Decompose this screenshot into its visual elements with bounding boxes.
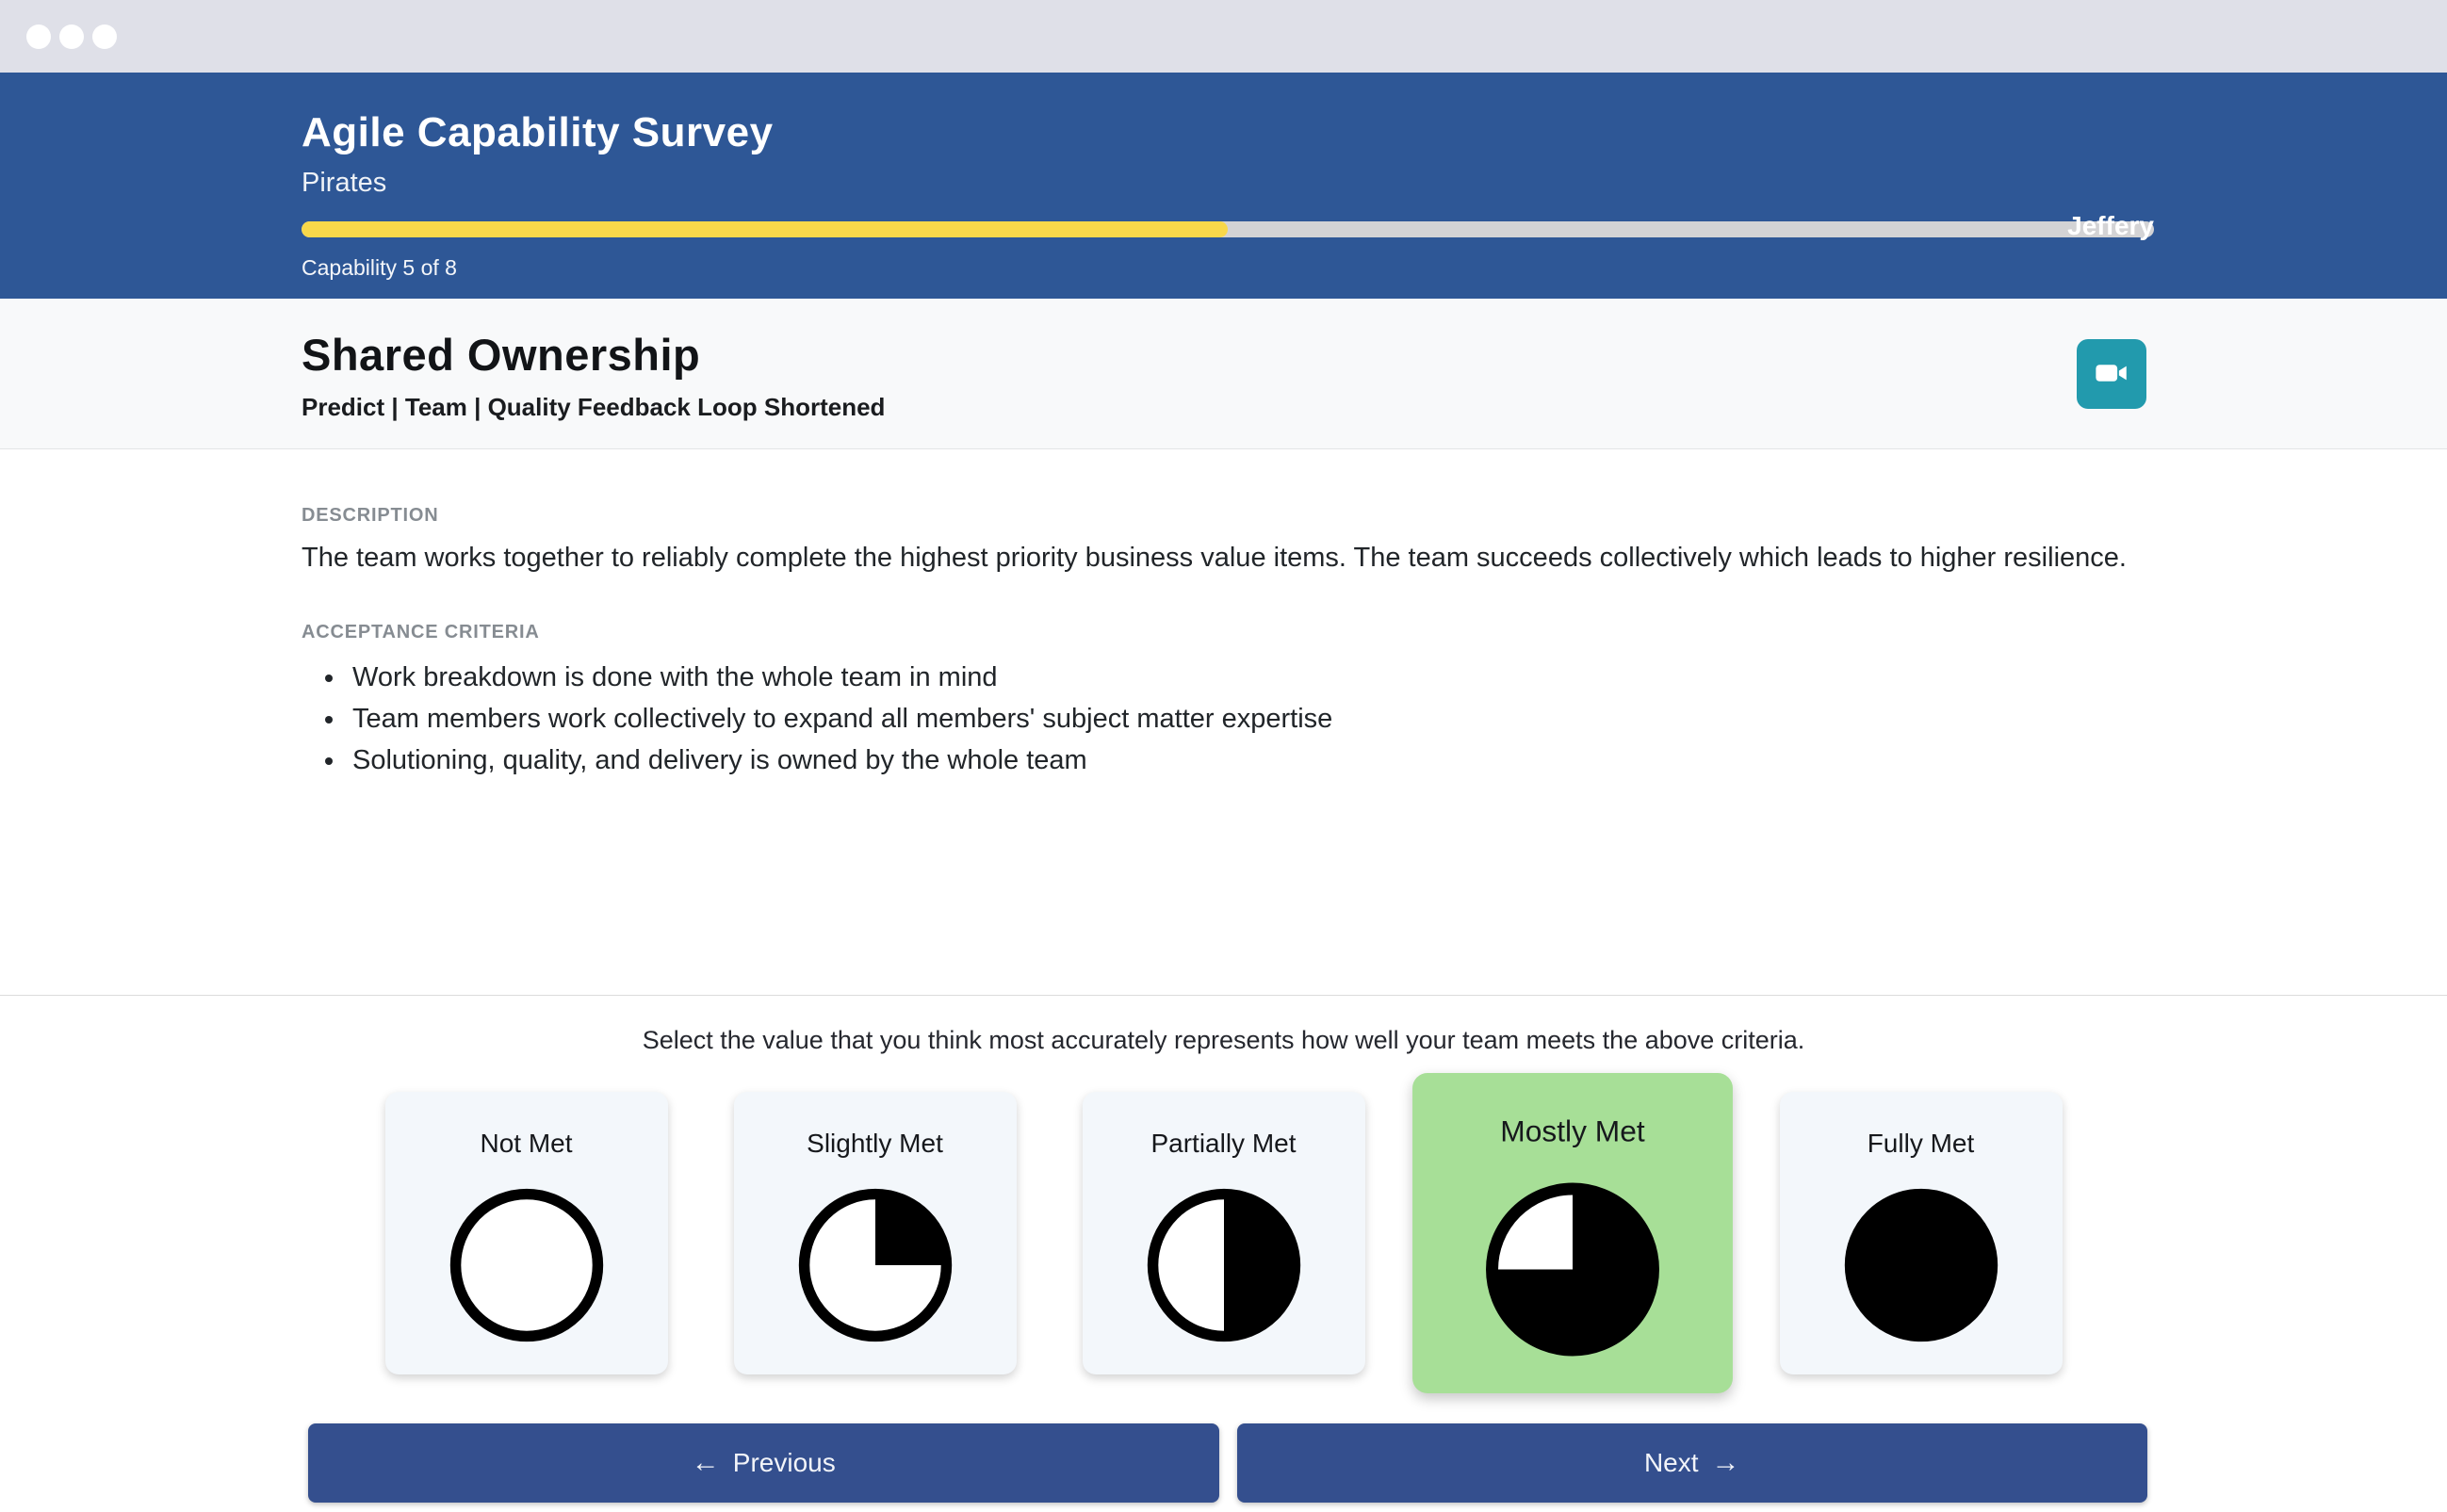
option-label: Partially Met [1150,1129,1297,1158]
option-card-fully-met[interactable]: Fully Met [1779,1092,2063,1374]
window-titlebar [0,0,2447,73]
option-card-not-met[interactable]: Not Met [384,1092,668,1374]
progress-bar [302,221,2154,237]
criteria-item: Team members work collectively to expand… [347,698,2154,740]
team-name: Pirates [302,168,387,198]
rating-instruction: Select the value that you think most acc… [642,1026,1805,1054]
option-card-slightly-met[interactable]: Slightly Met [733,1092,1017,1374]
pie-25-percent-icon [798,1188,953,1342]
previous-button[interactable]: ← Previous [308,1423,1219,1503]
option-label: Not Met [480,1129,573,1158]
video-camera-icon [2092,353,2131,396]
pie-50-percent-icon [1147,1188,1301,1342]
capability-details: DESCRIPTION The team works together to r… [0,449,2447,996]
next-button[interactable]: Next → [1236,1423,2147,1503]
arrow-right-icon: → [1711,1447,1740,1478]
option-card-mostly-met[interactable]: Mostly Met [1411,1073,1733,1393]
arrow-left-icon: ← [691,1447,720,1478]
option-label: Slightly Met [807,1129,943,1158]
capability-title: Shared Ownership [302,330,701,380]
criteria-item: Work breakdown is done with the whole te… [347,657,2154,698]
progress-label: Capability 5 of 8 [302,255,457,280]
capability-bar: Shared Ownership Predict | Team | Qualit… [0,299,2447,449]
next-button-label: Next [1643,1448,1699,1477]
option-label: Mostly Met [1499,1114,1645,1148]
rating-options-row: Not Met Slightly Met Partially Met Mostl… [0,1073,2447,1393]
pie-75-percent-icon [1485,1182,1660,1358]
user-name[interactable]: Jeffery [2067,211,2154,240]
description-text: The team works together to reliably comp… [302,543,2127,573]
window-control-dot-icon[interactable] [92,24,117,49]
progress-fill [302,221,1228,237]
option-label: Fully Met [1867,1129,1975,1158]
previous-button-label: Previous [732,1448,836,1477]
app-title: Agile Capability Survey [302,109,774,155]
navigation-buttons: ← Previous Next → [308,1423,2147,1503]
acceptance-criteria-label: ACCEPTANCE CRITERIA [302,622,540,642]
survey-header: Agile Capability Survey Pirates Jeffery … [0,73,2447,299]
video-button[interactable] [2077,339,2146,409]
description-label: DESCRIPTION [302,505,439,526]
window-control-dot-icon[interactable] [59,24,84,49]
capability-tags: Predict | Team | Quality Feedback Loop S… [302,393,886,421]
pie-0-percent-icon [449,1188,604,1342]
rating-section: Select the value that you think most acc… [0,996,2447,1503]
criteria-item: Solutioning, quality, and delivery is ow… [347,740,2154,781]
pie-100-percent-icon [1844,1188,1998,1342]
option-card-partially-met[interactable]: Partially Met [1082,1092,1365,1374]
acceptance-criteria-list: Work breakdown is done with the whole te… [302,657,2154,781]
window-control-dot-icon[interactable] [26,24,51,49]
